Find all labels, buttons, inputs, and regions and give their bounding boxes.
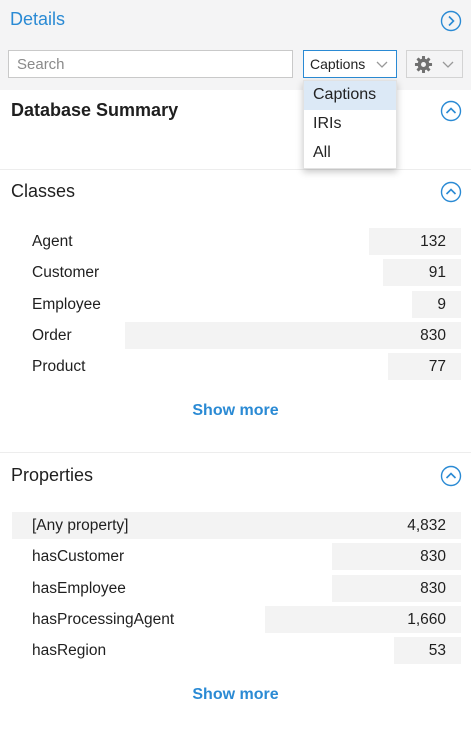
- divider: [0, 452, 471, 453]
- count-bar: [125, 321, 461, 349]
- list-item[interactable]: Employee 9: [12, 290, 461, 318]
- chevron-down-icon: [442, 61, 454, 68]
- label-mode-dropdown: Captions IRIs All: [303, 80, 397, 169]
- dropdown-option-all[interactable]: All: [313, 144, 331, 161]
- list-item-label: [Any property]: [32, 517, 129, 534]
- list-item[interactable]: Customer 91: [12, 259, 461, 287]
- list-item-count: 9: [437, 295, 446, 313]
- count-bar: [332, 543, 461, 571]
- list-item-label: hasRegion: [32, 642, 107, 660]
- list-item-count: 1,660: [407, 610, 446, 628]
- list-item-count: 91: [428, 264, 446, 282]
- list-item-count: 77: [428, 358, 446, 376]
- count-bar: [265, 605, 461, 633]
- chevron-up-circle-icon: [440, 100, 462, 122]
- properties-toggle[interactable]: [440, 465, 462, 487]
- list-item-label: hasEmployee: [32, 579, 126, 597]
- list-item[interactable]: hasProcessingAgent 1,660: [12, 605, 461, 633]
- classes-title: Classes: [11, 181, 76, 201]
- count-bar: [369, 228, 461, 255]
- list-item[interactable]: Order 830: [12, 321, 461, 349]
- label-mode-value: Captions: [310, 56, 366, 72]
- list-item-count: 830: [420, 548, 446, 566]
- list-item-label: hasCustomer: [32, 548, 125, 566]
- dropdown-option-captions[interactable]: Captions: [304, 81, 396, 110]
- count-bar: [412, 290, 461, 318]
- classes-show-more-button[interactable]: Show more: [192, 402, 279, 419]
- list-item[interactable]: Agent 132: [12, 228, 461, 255]
- gear-icon: [414, 55, 433, 74]
- database-summary-toggle[interactable]: [440, 100, 462, 122]
- count-bar: [394, 637, 461, 665]
- chevron-down-icon: [376, 61, 388, 68]
- panel-title: Details: [10, 9, 66, 29]
- database-summary-title: Database Summary: [11, 100, 179, 120]
- list-item-label: Product: [32, 358, 86, 376]
- list-item-label: Employee: [32, 295, 101, 313]
- search-input[interactable]: [8, 50, 293, 78]
- properties-title: Properties: [11, 465, 94, 485]
- list-item-label: Order: [32, 326, 72, 344]
- list-item[interactable]: hasEmployee 830: [12, 574, 461, 602]
- list-item-count: 53: [428, 642, 446, 660]
- chevron-up-circle-icon: [440, 465, 462, 487]
- list-item-count: 830: [420, 579, 446, 597]
- dropdown-option-iris[interactable]: IRIs: [313, 115, 342, 132]
- chevron-up-circle-icon: [440, 181, 462, 203]
- list-item[interactable]: hasRegion 53: [12, 637, 461, 665]
- properties-show-more-button[interactable]: Show more: [192, 686, 279, 703]
- list-item[interactable]: Product 77: [12, 353, 461, 381]
- list-item-label: Agent: [32, 233, 73, 250]
- list-item-count: 4,832: [407, 517, 446, 534]
- list-item-count: 132: [420, 233, 446, 250]
- list-item-count: 830: [420, 326, 446, 344]
- collapse-panel-button[interactable]: [440, 10, 462, 32]
- count-bar: [332, 574, 461, 602]
- list-item-label: Customer: [32, 264, 100, 282]
- count-bar: [388, 353, 461, 381]
- details-header: Details Captions: [0, 0, 471, 90]
- label-mode-select[interactable]: Captions: [303, 50, 397, 78]
- count-bar: [383, 259, 461, 287]
- classes-toggle[interactable]: [440, 181, 462, 203]
- divider: [0, 169, 471, 170]
- count-bar: [12, 512, 461, 539]
- list-item[interactable]: [Any property] 4,832: [12, 512, 461, 539]
- list-item[interactable]: hasCustomer 830: [12, 543, 461, 571]
- chevron-right-circle-icon: [440, 10, 462, 32]
- settings-menu-button[interactable]: [406, 50, 463, 78]
- list-item-label: hasProcessingAgent: [32, 610, 175, 628]
